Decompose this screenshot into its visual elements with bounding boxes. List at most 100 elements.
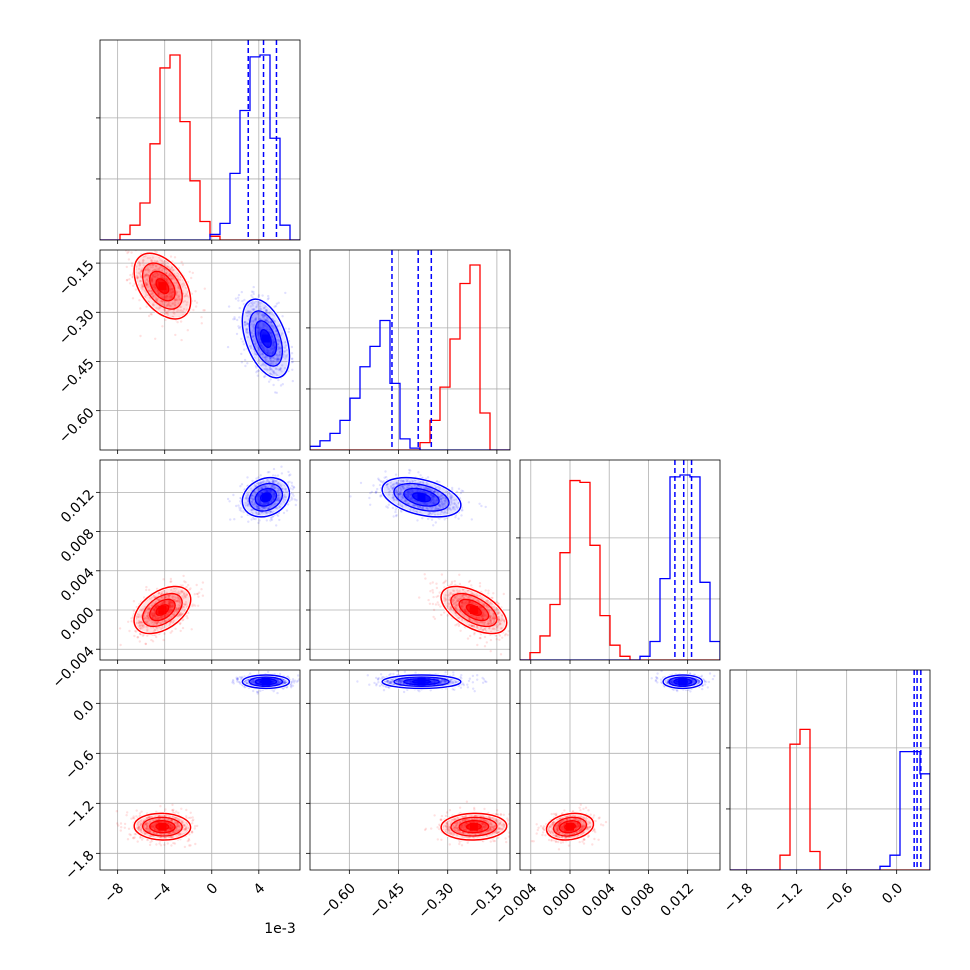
- density-contour-outline: [241, 298, 291, 379]
- scatter-point: [165, 265, 169, 268]
- scatter-point: [160, 300, 163, 303]
- scatter-point: [246, 322, 249, 325]
- scatter-point: [164, 808, 167, 811]
- scatter-point: [252, 285, 255, 289]
- scatter-point: [269, 331, 272, 334]
- scatter-point: [228, 500, 231, 503]
- scatter-point: [161, 274, 164, 277]
- scatter-point: [268, 351, 272, 355]
- scatter-point: [270, 368, 273, 371]
- panel-content: [100, 40, 300, 240]
- scatter-point: [179, 629, 182, 633]
- scatter-point: [123, 822, 127, 826]
- scatter-point: [266, 320, 269, 323]
- scatter-point: [246, 476, 249, 479]
- scatter-point: [168, 304, 171, 308]
- scatter-point: [185, 808, 188, 812]
- scatter-point: [249, 346, 253, 350]
- scatter-point: [429, 582, 432, 585]
- scatter-point: [251, 334, 255, 337]
- scatter-point: [191, 816, 194, 819]
- scatter-point: [245, 331, 249, 334]
- scatter-point: [139, 334, 142, 338]
- scatter-point: [189, 844, 192, 847]
- scatter-point: [376, 487, 379, 491]
- scatter-point: [255, 345, 258, 348]
- scatter-point: [256, 312, 259, 316]
- scatter-point: [238, 316, 241, 319]
- scatter-point: [274, 333, 278, 337]
- scatter-point: [256, 326, 259, 329]
- scatter-point: [478, 582, 482, 585]
- scatter-point: [281, 315, 284, 318]
- scatter-point: [276, 335, 279, 339]
- scatter-point: [250, 518, 253, 521]
- scatter-point: [173, 312, 176, 315]
- scatter-point: [276, 356, 280, 359]
- scatter-point: [140, 268, 143, 272]
- scatter-point: [272, 348, 275, 351]
- scatter-point: [191, 819, 194, 822]
- scatter-point: [431, 588, 434, 592]
- scatter-point: [140, 810, 143, 813]
- panel-content: [100, 250, 300, 450]
- scatter-point: [147, 280, 150, 283]
- density-contour-outline: [133, 252, 192, 320]
- scatter-point: [266, 350, 269, 353]
- scatter-point: [252, 320, 255, 323]
- scatter-point: [233, 518, 236, 521]
- scatter-point: [169, 577, 173, 581]
- scatter-point: [278, 518, 281, 522]
- scatter-point: [276, 358, 279, 362]
- scatter-point: [127, 258, 131, 261]
- panel-content: [310, 460, 510, 660]
- scatter-point: [175, 282, 178, 285]
- scatter-point: [235, 332, 239, 336]
- scatter-point: [506, 633, 509, 637]
- panel-2-1: [306, 459, 511, 664]
- scatter-point: [426, 476, 430, 479]
- scatter-point: [245, 328, 248, 331]
- density-peak: [261, 493, 270, 502]
- scatter-point: [150, 276, 153, 280]
- scatter-point: [180, 338, 183, 342]
- scatter-point: [193, 299, 197, 303]
- scatter-point: [394, 508, 397, 511]
- scatter-point: [147, 274, 150, 277]
- scatter-point: [185, 303, 188, 306]
- scatter-point: [169, 304, 173, 307]
- scatter-point: [284, 350, 287, 353]
- scatter-point: [267, 321, 271, 324]
- scatter-point: [151, 292, 154, 295]
- scatter-point: [143, 274, 146, 277]
- scatter-point: [257, 295, 260, 298]
- scatter-point: [264, 350, 267, 353]
- scatter-point: [294, 503, 297, 507]
- scatter-point: [130, 264, 134, 267]
- scatter-point: [256, 333, 259, 337]
- scatter-point: [252, 334, 256, 338]
- scatter-point: [289, 473, 292, 476]
- scatter-point: [132, 284, 135, 287]
- scatter-point: [155, 290, 159, 293]
- scatter-point: [259, 341, 262, 344]
- scatter-point: [266, 351, 269, 354]
- scatter-point: [287, 327, 291, 330]
- scatter-point: [140, 838, 144, 841]
- scatter-point: [467, 501, 471, 504]
- scatter-point: [264, 358, 267, 362]
- scatter-point: [161, 273, 164, 277]
- scatter-point: [455, 490, 459, 493]
- scatter-point: [269, 363, 273, 366]
- scatter-point: [186, 329, 189, 332]
- scatter-point: [270, 361, 273, 364]
- scatter-point: [278, 347, 281, 350]
- scatter-point: [265, 309, 269, 312]
- scatter-point: [269, 320, 273, 323]
- scatter-point: [277, 357, 280, 361]
- scatter-point: [254, 341, 258, 345]
- scatter-point: [429, 590, 432, 593]
- scatter-point: [240, 290, 243, 294]
- scatter-point: [246, 335, 250, 339]
- scatter-point: [244, 364, 247, 368]
